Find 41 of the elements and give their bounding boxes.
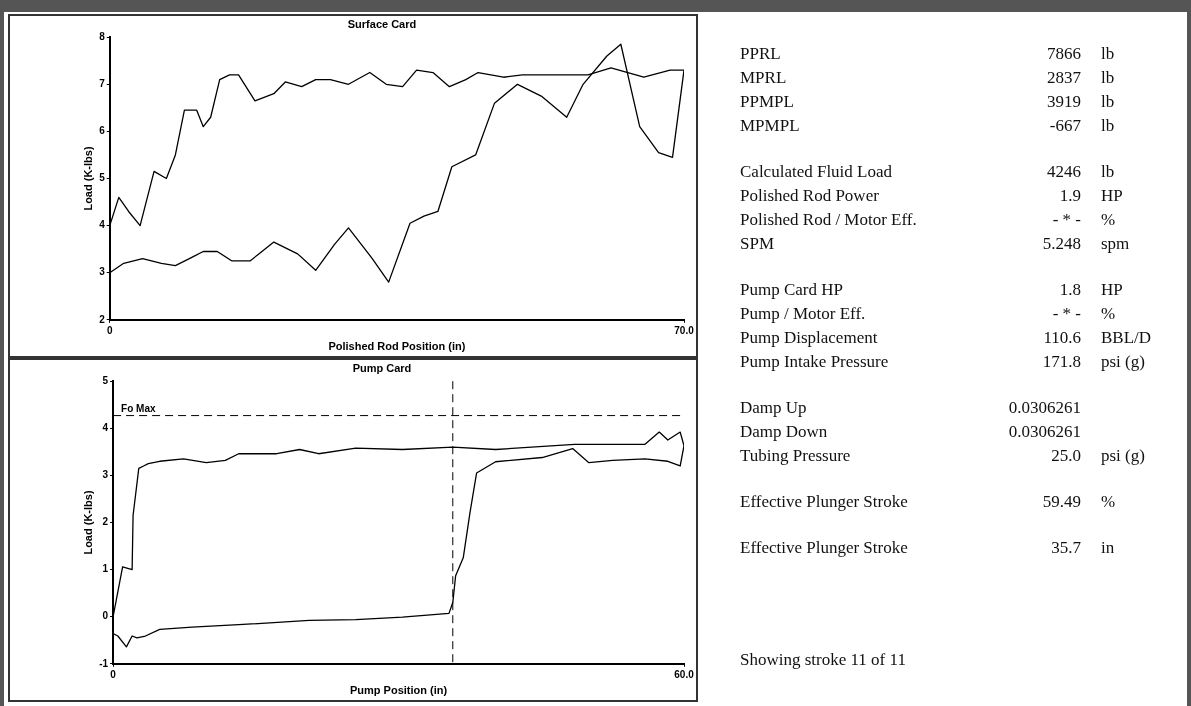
text: Showing stroke 11 of 11 [740,650,906,670]
chart-title: Surface Card [347,17,417,30]
y-tick-label: 5 [102,374,109,386]
y-tick-label: 7 [99,78,106,90]
text: Pump Card HP 1.8 HP [740,280,1123,299]
text: Damp Down 0.0306261 [740,422,1081,441]
y-tick-label: 2 [99,313,106,325]
text: Pump Displacement 110.6 BBL/D [740,328,1152,347]
text: Pump / Motor Eff. - * - % [740,304,1116,323]
text: MPMPL -667 lb [740,116,1115,135]
y-tick-label: 2 [102,516,109,528]
y-tick-label: 4 [99,219,106,231]
y-tick-label: 8 [99,30,106,42]
y-tick-label: 0 [102,610,109,622]
y-tick-label: 5 [99,172,106,184]
text: Effective Plunger Stroke 35.7 in [740,538,1115,557]
text: PPRL 7866 lb [740,44,1115,63]
y-tick-label: -1 [99,657,109,669]
x-axis-title: Pump Position (in) [349,684,448,697]
y-axis-title: Load (K-lbs) [81,146,94,211]
text: Tubing Pressure 25.0 psi (g) [740,446,1145,465]
text: SPM 5.248 spm [740,234,1130,253]
x-axis-title: Polished Rod Position (in) [328,340,466,353]
chart-title: Pump Card [352,361,412,374]
y-tick-label: 6 [99,125,106,137]
y-tick-label: 1 [102,563,109,575]
x-tick-label: 70.0 [674,324,695,336]
text: Polished Rod / Motor Eff. - * - % [740,210,1116,229]
y-tick-label: 3 [102,469,109,481]
y-tick-label: 3 [99,266,106,278]
text: MPRL 2837 lb [740,68,1115,87]
x-tick-label: 60.0 [674,668,695,680]
text: PPMPL 3919 lb [740,92,1115,111]
text: Effective Plunger Stroke 59.49 % [740,492,1116,511]
text: Polished Rod Power 1.9 HP [740,186,1123,205]
y-axis-title: Load (K-lbs) [81,490,94,555]
text: Damp Up 0.0306261 [740,398,1081,417]
text: Pump Intake Pressure 171.8 psi (g) [740,352,1145,371]
y-tick-label: 4 [102,422,109,434]
ref-line-label: Fo Max [121,403,156,415]
text: Calculated Fluid Load 4246 lb [740,162,1115,181]
